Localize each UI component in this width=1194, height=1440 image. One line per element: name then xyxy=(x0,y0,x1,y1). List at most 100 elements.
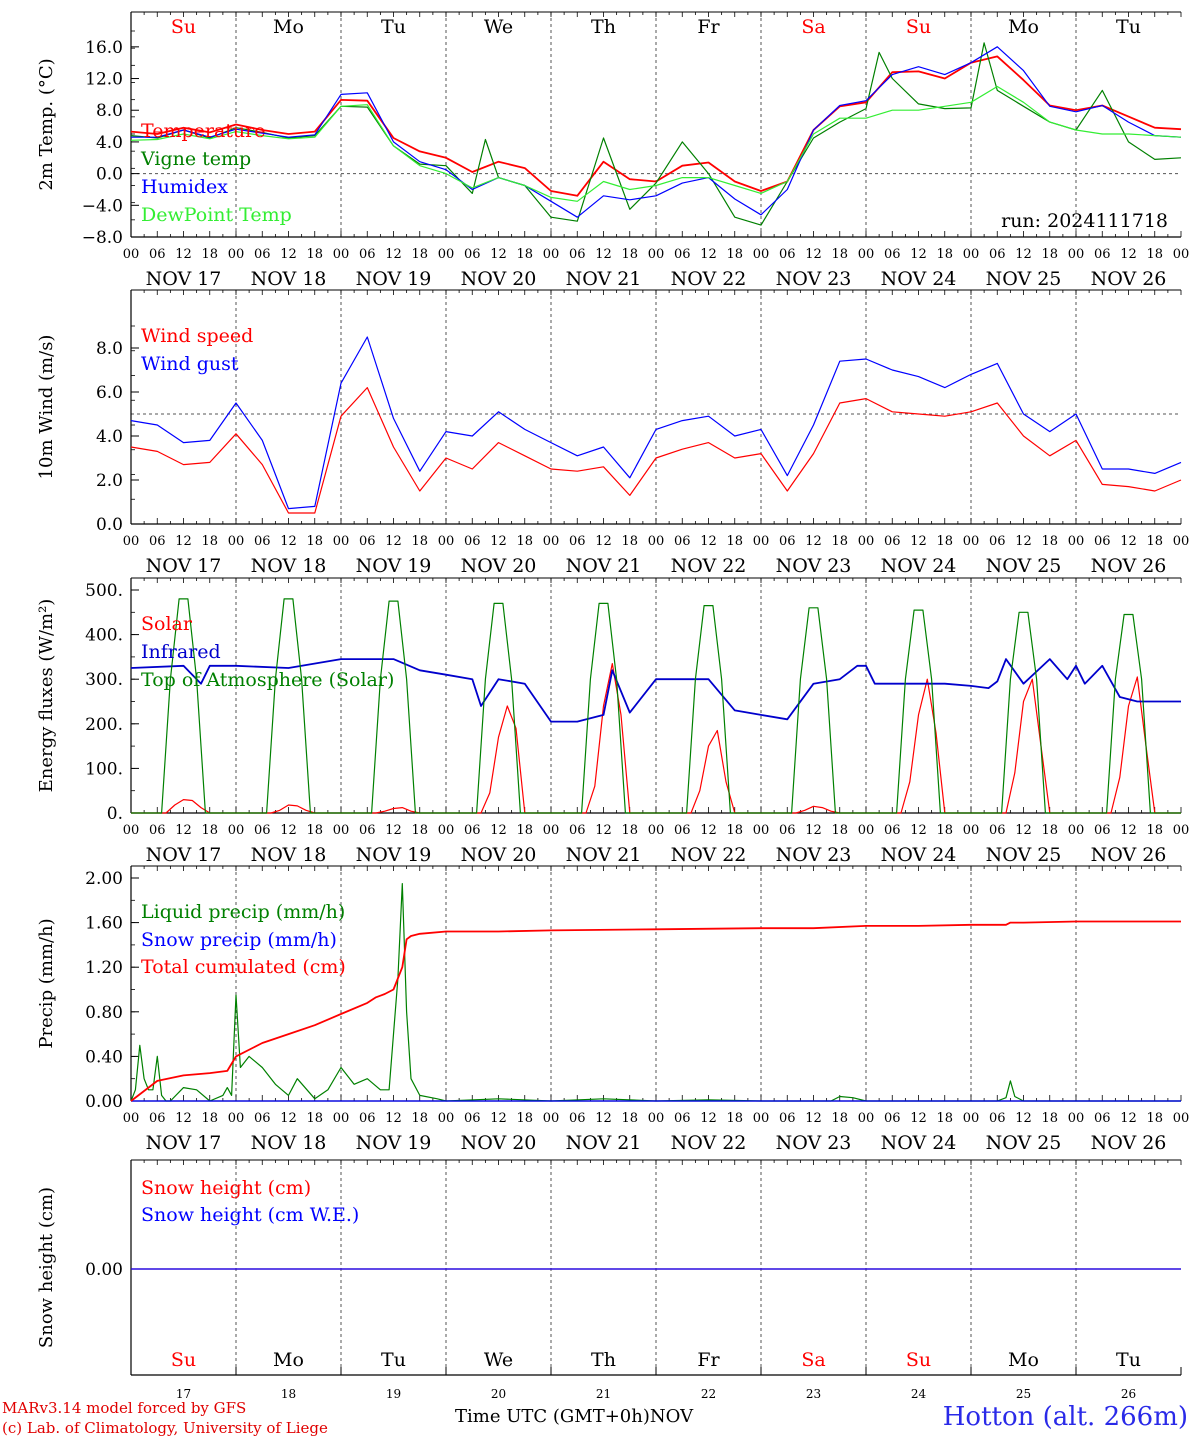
hour-tick-label: 18 xyxy=(201,534,218,549)
hour-tick-label: 00 xyxy=(543,534,560,549)
hour-tick-label: 00 xyxy=(963,534,980,549)
y-tick-label: 8.0 xyxy=(96,339,123,359)
day-date-label: NOV 19 xyxy=(356,268,432,290)
hour-tick-label: 18 xyxy=(1041,534,1058,549)
day-number-label: 24 xyxy=(911,1387,927,1400)
y-tick-label: 300. xyxy=(85,670,123,690)
y-tick-label: 0.0 xyxy=(96,165,123,185)
y-tick-label: 0. xyxy=(107,804,123,824)
hour-tick-label: 00 xyxy=(543,823,560,838)
day-date-label: NOV 22 xyxy=(671,268,747,290)
hour-tick-label: 00 xyxy=(963,1111,980,1126)
y-axis-title: Precip (mm/h) xyxy=(36,918,57,1048)
day-date-label: NOV 24 xyxy=(881,268,957,290)
series-line-top-of-atmosphere-solar xyxy=(131,598,1181,814)
day-date-label: NOV 21 xyxy=(566,268,642,290)
hour-tick-label: 12 xyxy=(175,1111,192,1126)
day-number-label: 21 xyxy=(596,1387,611,1400)
day-date-label: NOV 26 xyxy=(1091,268,1167,290)
hour-tick-label: 00 xyxy=(543,247,560,262)
day-number-label: 17 xyxy=(176,1387,191,1400)
hour-tick-label: 12 xyxy=(595,247,612,262)
hour-tick-label: 06 xyxy=(464,1111,481,1126)
day-date-label: NOV 17 xyxy=(146,268,222,290)
hour-tick-label: 06 xyxy=(359,1111,376,1126)
day-date-label: NOV 17 xyxy=(146,1132,222,1154)
hour-tick-label: 12 xyxy=(1120,823,1137,838)
hour-tick-label: 12 xyxy=(385,823,402,838)
hour-tick-label: 00 xyxy=(123,534,140,549)
hour-tick-label: 18 xyxy=(936,1111,953,1126)
hour-tick-label: 12 xyxy=(280,1111,297,1126)
y-tick-label: 2.00 xyxy=(85,869,123,889)
hour-tick-label: 00 xyxy=(753,823,770,838)
y-tick-label: 500. xyxy=(85,581,123,601)
hour-tick-label: 06 xyxy=(674,534,691,549)
y-tick-label: 100. xyxy=(85,759,123,779)
hour-tick-label: 12 xyxy=(385,534,402,549)
hour-tick-label: 06 xyxy=(254,1111,271,1126)
hour-tick-label: 00 xyxy=(123,247,140,262)
hour-tick-label: 12 xyxy=(280,534,297,549)
hour-tick-label: 18 xyxy=(726,1111,743,1126)
hour-tick-label: 12 xyxy=(1120,534,1137,549)
hour-tick-label: 12 xyxy=(385,247,402,262)
hour-tick-label: 18 xyxy=(411,823,428,838)
hour-tick-label: 18 xyxy=(306,534,323,549)
hour-tick-label: 18 xyxy=(831,247,848,262)
hour-tick-label: 06 xyxy=(674,823,691,838)
hour-tick-label: 06 xyxy=(254,534,271,549)
legend-entry: Vigne temp xyxy=(140,148,251,170)
hour-tick-label: 00 xyxy=(1068,247,1085,262)
y-tick-label: 4.0 xyxy=(96,133,123,153)
weekday-label: Tu xyxy=(1116,1349,1141,1371)
hour-tick-label: 18 xyxy=(201,823,218,838)
y-axis-title: 2m Temp. (°C) xyxy=(36,58,57,190)
hour-tick-label: 12 xyxy=(385,1111,402,1126)
weekday-label: Mo xyxy=(1008,16,1039,38)
day-date-label: NOV 17 xyxy=(146,555,222,577)
hour-tick-label: 06 xyxy=(989,247,1006,262)
day-date-label: NOV 21 xyxy=(566,555,642,577)
hour-tick-label: 06 xyxy=(989,534,1006,549)
hour-tick-label: 18 xyxy=(1041,823,1058,838)
weekday-label: Th xyxy=(591,1349,616,1371)
y-tick-label: 0.00 xyxy=(85,1092,123,1112)
y-tick-label: 8.0 xyxy=(96,101,123,121)
hour-tick-label: 00 xyxy=(228,823,245,838)
time-axis-label: Time UTC (GMT+0h)NOV xyxy=(455,1406,693,1427)
hour-tick-label: 00 xyxy=(1173,1111,1190,1126)
hour-tick-label: 06 xyxy=(779,823,796,838)
hour-tick-label: 18 xyxy=(201,247,218,262)
hour-tick-label: 12 xyxy=(805,534,822,549)
hour-tick-label: 18 xyxy=(1146,247,1163,262)
y-tick-label: 4.0 xyxy=(96,427,123,447)
weekday-label: Su xyxy=(906,16,931,38)
hour-tick-label: 06 xyxy=(674,247,691,262)
y-axis-title: 10m Wind (m/s) xyxy=(36,335,57,480)
hour-tick-label: 18 xyxy=(936,247,953,262)
legend-entry: Wind gust xyxy=(141,353,239,375)
hour-tick-label: 06 xyxy=(149,247,166,262)
hour-tick-label: 12 xyxy=(910,534,927,549)
day-number-label: 18 xyxy=(281,1387,296,1400)
hour-tick-label: 00 xyxy=(753,247,770,262)
hour-tick-label: 00 xyxy=(753,534,770,549)
hour-tick-label: 12 xyxy=(910,247,927,262)
hour-tick-label: 00 xyxy=(123,1111,140,1126)
weekday-label: Su xyxy=(171,1349,196,1371)
legend-entry: Infrared xyxy=(141,641,221,663)
y-tick-label: 0.80 xyxy=(85,1003,123,1023)
day-date-label: NOV 21 xyxy=(566,1132,642,1154)
hour-tick-label: 06 xyxy=(779,1111,796,1126)
hour-tick-label: 06 xyxy=(1094,1111,1111,1126)
legend-entry: DewPoint Temp xyxy=(141,204,292,226)
weekday-label: Sa xyxy=(801,16,825,38)
hour-tick-label: 00 xyxy=(858,247,875,262)
day-date-label: NOV 20 xyxy=(461,1132,537,1154)
y-tick-label: 16.0 xyxy=(85,38,123,58)
hour-tick-label: 18 xyxy=(411,534,428,549)
hour-tick-label: 06 xyxy=(884,823,901,838)
hour-tick-label: 06 xyxy=(884,534,901,549)
legend-entry: Temperature xyxy=(141,120,265,142)
